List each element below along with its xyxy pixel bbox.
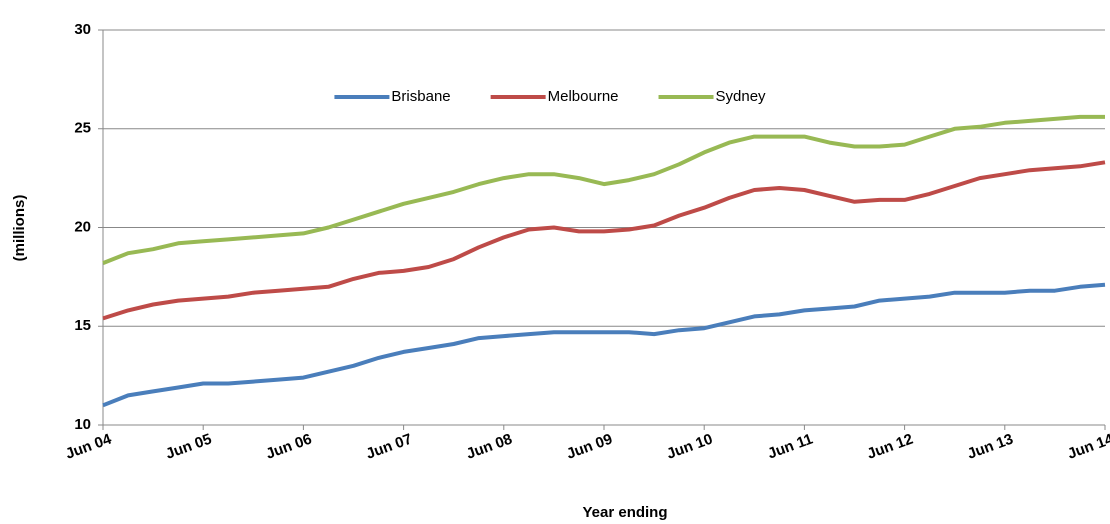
x-tick-label: Jun 09 bbox=[564, 431, 614, 463]
x-tick-label: Jun 13 bbox=[965, 431, 1015, 463]
x-tick-label: Jun 07 bbox=[364, 431, 414, 463]
x-tick-label: Jun 11 bbox=[765, 431, 815, 463]
x-tick-label: Jun 14 bbox=[1065, 430, 1110, 462]
series-line bbox=[102, 160, 1106, 321]
x-tick-label: Jun 12 bbox=[865, 431, 915, 463]
x-tick-label: Jun 06 bbox=[264, 431, 314, 463]
x-tick-label: Jun 05 bbox=[163, 431, 213, 463]
y-axis-title: (millions) bbox=[11, 195, 28, 262]
legend-label: Sydney bbox=[716, 88, 767, 105]
y-tick-label: 15 bbox=[74, 317, 91, 334]
y-tick-label: 10 bbox=[74, 416, 91, 433]
legend-label: Melbourne bbox=[548, 88, 619, 105]
series-line bbox=[102, 282, 1106, 408]
x-tick-label: Jun 08 bbox=[464, 431, 514, 463]
y-tick-label: 30 bbox=[74, 21, 91, 38]
x-tick-label: Jun 04 bbox=[63, 430, 114, 462]
x-axis-title: Year ending bbox=[582, 504, 667, 521]
series-line bbox=[102, 114, 1105, 265]
y-tick-label: 25 bbox=[74, 120, 91, 137]
y-tick-label: 20 bbox=[74, 218, 91, 235]
legend-label: Brisbane bbox=[391, 88, 450, 105]
x-tick-label: Jun 10 bbox=[664, 431, 714, 463]
